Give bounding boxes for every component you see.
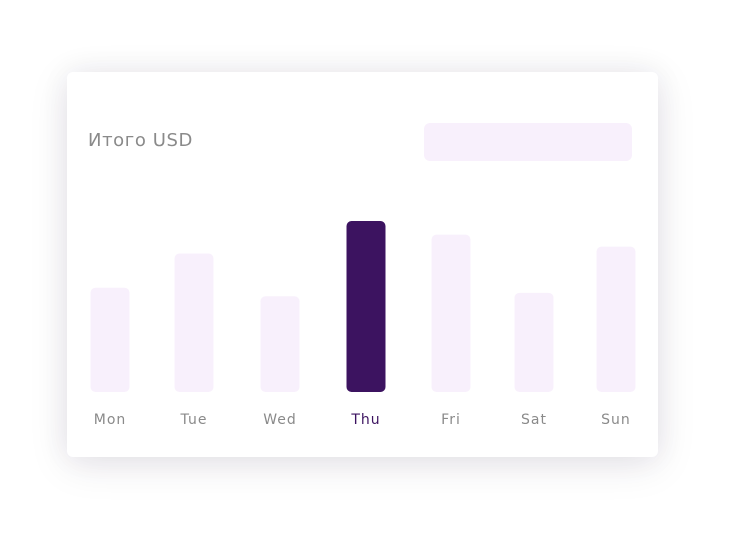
- bar-fri[interactable]: [431, 234, 471, 392]
- x-label-fri: Fri: [441, 412, 461, 428]
- x-label-wed: Wed: [263, 412, 297, 428]
- bar-mon[interactable]: [90, 287, 130, 392]
- bar-tue[interactable]: [174, 253, 214, 392]
- x-label-sun: Sun: [601, 412, 631, 428]
- x-label-mon: Mon: [94, 412, 127, 428]
- x-label-tue: Tue: [180, 412, 208, 428]
- x-label-thu: Thu: [350, 412, 380, 428]
- bar-wed[interactable]: [260, 296, 300, 392]
- bar-sat[interactable]: [514, 292, 554, 392]
- bar-sun[interactable]: [596, 246, 636, 392]
- chart-title: Итого USD: [88, 130, 194, 151]
- bar-thu[interactable]: [346, 221, 386, 392]
- x-label-sat: Sat: [521, 412, 547, 428]
- period-selector[interactable]: [424, 123, 632, 161]
